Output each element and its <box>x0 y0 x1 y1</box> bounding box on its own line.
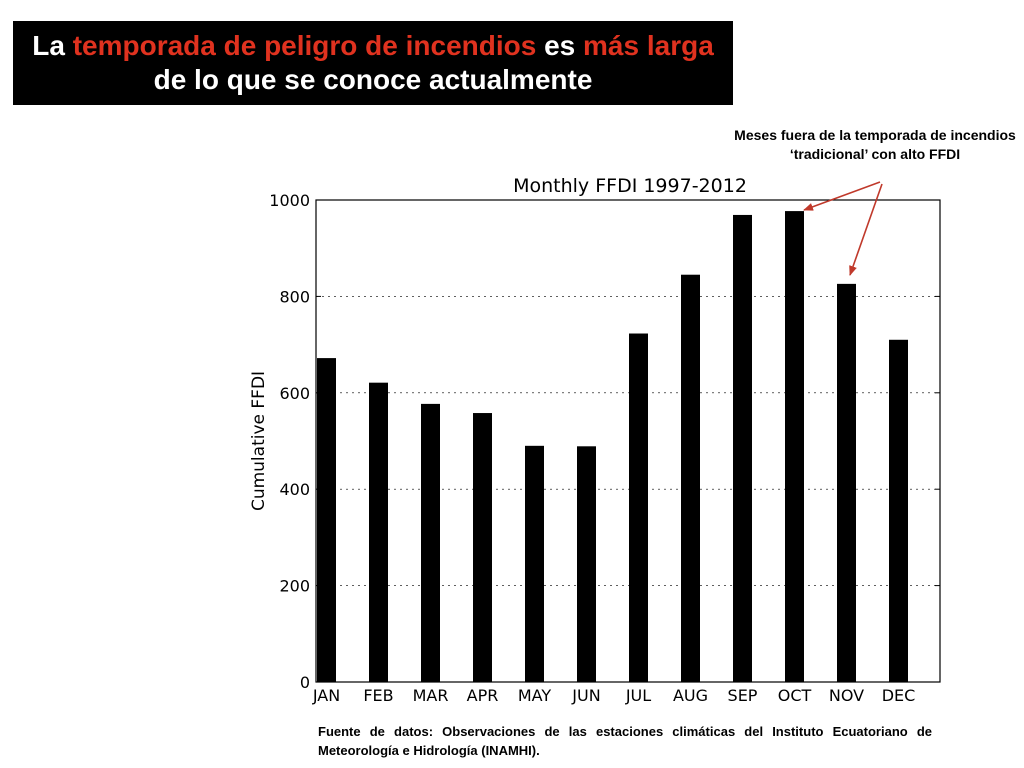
x-tick-label: JUL <box>625 686 651 705</box>
title-part-4: de lo que se conoce actualmente <box>153 64 593 95</box>
x-tick-label: MAR <box>413 686 449 705</box>
y-tick-label: 1000 <box>269 191 310 210</box>
y-tick-label: 0 <box>300 673 310 692</box>
title-part-3: más larga <box>583 30 714 61</box>
plot-frame <box>315 199 941 683</box>
title-part-0: La <box>32 30 73 61</box>
arrow-to-oct <box>803 181 881 211</box>
y-axis-label: Cumulative FFDI <box>249 371 269 511</box>
x-tick-label: JAN <box>312 686 340 705</box>
x-tick-label: OCT <box>778 686 812 705</box>
bar-aug <box>681 274 700 682</box>
x-tick-label: SEP <box>728 686 758 705</box>
title-part-1: temporada de peligro de incendios <box>72 30 537 61</box>
y-tick-label: 800 <box>279 287 310 306</box>
slide-title: La temporada de peligro de incendios es … <box>13 29 733 97</box>
bar-dec <box>889 339 908 682</box>
y-tick-label: 400 <box>279 480 310 499</box>
x-tick-label: MAY <box>518 686 552 705</box>
bars <box>317 211 908 682</box>
data-source-note: Fuente de datos: Observaciones de las es… <box>318 724 932 758</box>
x-tick-label: AUG <box>673 686 708 705</box>
arrow-to-nov <box>849 183 883 276</box>
y-tick-label: 600 <box>279 384 310 403</box>
bar-jan <box>317 358 336 682</box>
title-part-2: es <box>536 30 584 61</box>
x-tick-label: DEC <box>882 686 916 705</box>
annotation-arrows <box>803 181 883 276</box>
bar-nov <box>837 283 856 682</box>
bar-may <box>525 445 544 682</box>
y-tick-label: 200 <box>279 577 310 596</box>
annotation-text: Meses fuera de la temporada de incendios… <box>734 127 1016 162</box>
axis-ticks: 0 200 400 600 800 1000 JAN FEB MAR APR MAY JUN JUL AU… <box>269 191 940 705</box>
x-tick-label: NOV <box>829 686 864 705</box>
x-tick-label: JUN <box>571 686 600 705</box>
bar-mar <box>421 403 440 682</box>
bar-feb <box>369 382 388 682</box>
x-tick-label: APR <box>467 686 499 705</box>
x-tick-label: FEB <box>363 686 393 705</box>
slide-title-box: La temporada de peligro de incendios es … <box>13 21 733 105</box>
bar-sep <box>733 214 752 682</box>
bar-apr <box>473 413 492 682</box>
bar-oct <box>785 211 804 682</box>
bar-jun <box>577 446 596 682</box>
chart-title: Monthly FFDI 1997-2012 <box>513 175 747 197</box>
grid-lines <box>316 296 940 586</box>
bar-jul <box>629 333 648 682</box>
